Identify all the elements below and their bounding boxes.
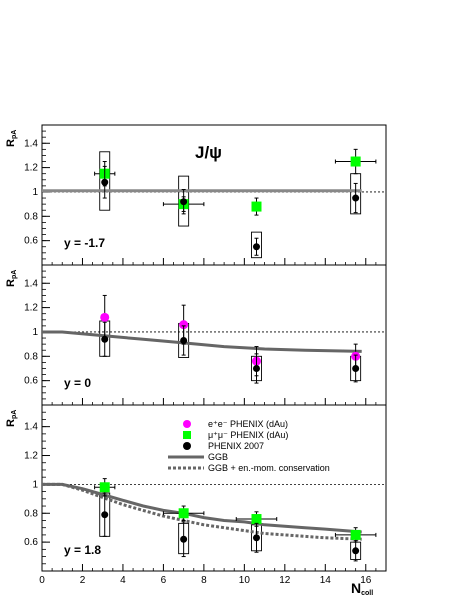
x-tick-label: 16 xyxy=(360,575,372,586)
y-tick-label: 1.2 xyxy=(24,303,38,314)
data-point-circle xyxy=(180,535,188,543)
data-point-circle xyxy=(101,335,109,343)
data-point-square xyxy=(251,514,262,525)
panel-3: 0.6 0.8 1 1.2 1.4 RpA y = 1.8 xyxy=(5,404,387,572)
data-point-circle xyxy=(180,336,188,344)
y-tick-label: 1.4 xyxy=(24,422,38,433)
y-axis-label: RpA xyxy=(5,270,18,287)
data-point-square xyxy=(99,482,110,493)
y-tick-label: 1 xyxy=(32,479,38,490)
y-axis-label-main: R xyxy=(5,279,17,287)
y-axis-label-main: R xyxy=(5,139,17,147)
data-point-square xyxy=(350,156,361,167)
data-point-circle xyxy=(352,547,360,555)
x-tick-label: 12 xyxy=(279,575,291,586)
data-point-circle xyxy=(101,178,109,186)
y-tick-label: 0.6 xyxy=(24,236,38,247)
panel-label: y = 1.8 xyxy=(64,543,101,557)
y-tick-label: 1.2 xyxy=(24,451,38,462)
y-tick-label: 1.4 xyxy=(24,278,38,289)
panel-label: y = -1.7 xyxy=(64,236,105,250)
data-point-square xyxy=(350,529,361,540)
series-line-line-solid xyxy=(42,482,362,534)
x-axis-label-main: N xyxy=(351,580,361,596)
x-axis-label-sub: coll xyxy=(361,590,373,597)
data-point-circle xyxy=(180,198,188,206)
legend-label: μ⁺μ⁻ PHENIX (dAu) xyxy=(208,430,288,440)
x-tick-label: 6 xyxy=(161,575,167,586)
panels: 0.6 0.8 1 1.2 1.4 RpA y = -1.7 0.6 0.8 1 1.2 1.4 RpA… xyxy=(5,124,387,586)
legend-label: PHENIX 2007 xyxy=(208,441,264,451)
data-point-square xyxy=(178,508,189,519)
x-tick-label: 10 xyxy=(239,575,251,586)
legend-marker-circle xyxy=(183,420,191,428)
y-axis-label: RpA xyxy=(5,410,18,427)
panel-2: 0.6 0.8 1 1.2 1.4 RpA y = 0 xyxy=(5,264,387,406)
data-point-circle xyxy=(101,511,109,519)
y-axis-label-main: R xyxy=(5,419,17,427)
y-axis-label-sub: pA xyxy=(11,270,18,279)
y-axis-label-sub: pA xyxy=(11,130,18,139)
chart-title: J/ψ xyxy=(195,143,222,162)
data-point-circle xyxy=(179,320,189,330)
data-point-circle xyxy=(252,243,260,251)
y-tick-label: 1 xyxy=(32,327,38,338)
x-tick-label: 2 xyxy=(80,575,86,586)
data-point-circle xyxy=(352,194,360,202)
data-point-square xyxy=(251,201,262,212)
data-point-circle xyxy=(252,534,260,542)
systematic-box xyxy=(251,231,262,259)
legend-marker-circle xyxy=(183,442,191,450)
x-axis-label: Ncoll xyxy=(351,580,373,597)
series-line-line-solid xyxy=(42,330,362,353)
x-tick-label: 14 xyxy=(320,575,332,586)
y-tick-label: 1.2 xyxy=(24,163,38,174)
y-tick-label: 0.8 xyxy=(24,351,38,362)
y-tick-label: 0.8 xyxy=(24,508,38,519)
x-tick-label: 0 xyxy=(39,575,45,586)
legend-label: e⁺e⁻ PHENIX (dAu) xyxy=(208,419,288,429)
data-point-circle xyxy=(100,312,110,322)
y-tick-label: 0.6 xyxy=(24,376,38,387)
legend: e⁺e⁻ PHENIX (dAu)μ⁺μ⁻ PHENIX (dAu)PHENIX… xyxy=(168,419,330,473)
panel-1: 0.6 0.8 1 1.2 1.4 RpA y = -1.7 xyxy=(5,124,387,266)
y-axis-label: RpA xyxy=(5,130,18,147)
x-tick-label: 4 xyxy=(120,575,126,586)
systematic-box xyxy=(99,151,111,211)
y-tick-label: 1.4 xyxy=(24,138,38,149)
y-axis-label-sub: pA xyxy=(11,410,18,419)
panel-label: y = 0 xyxy=(64,376,91,390)
legend-label: GGB + en.-mom. conservation xyxy=(208,463,330,473)
y-tick-label: 0.6 xyxy=(24,537,38,548)
legend-label: GGB xyxy=(208,452,228,462)
y-tick-label: 0.8 xyxy=(24,211,38,222)
data-point-circle xyxy=(352,364,360,372)
y-tick-label: 1 xyxy=(32,187,38,198)
series-line-line-dashed xyxy=(42,482,362,541)
data-point-circle xyxy=(252,364,260,372)
x-tick-label: 8 xyxy=(201,575,207,586)
legend-marker-square xyxy=(183,431,191,439)
